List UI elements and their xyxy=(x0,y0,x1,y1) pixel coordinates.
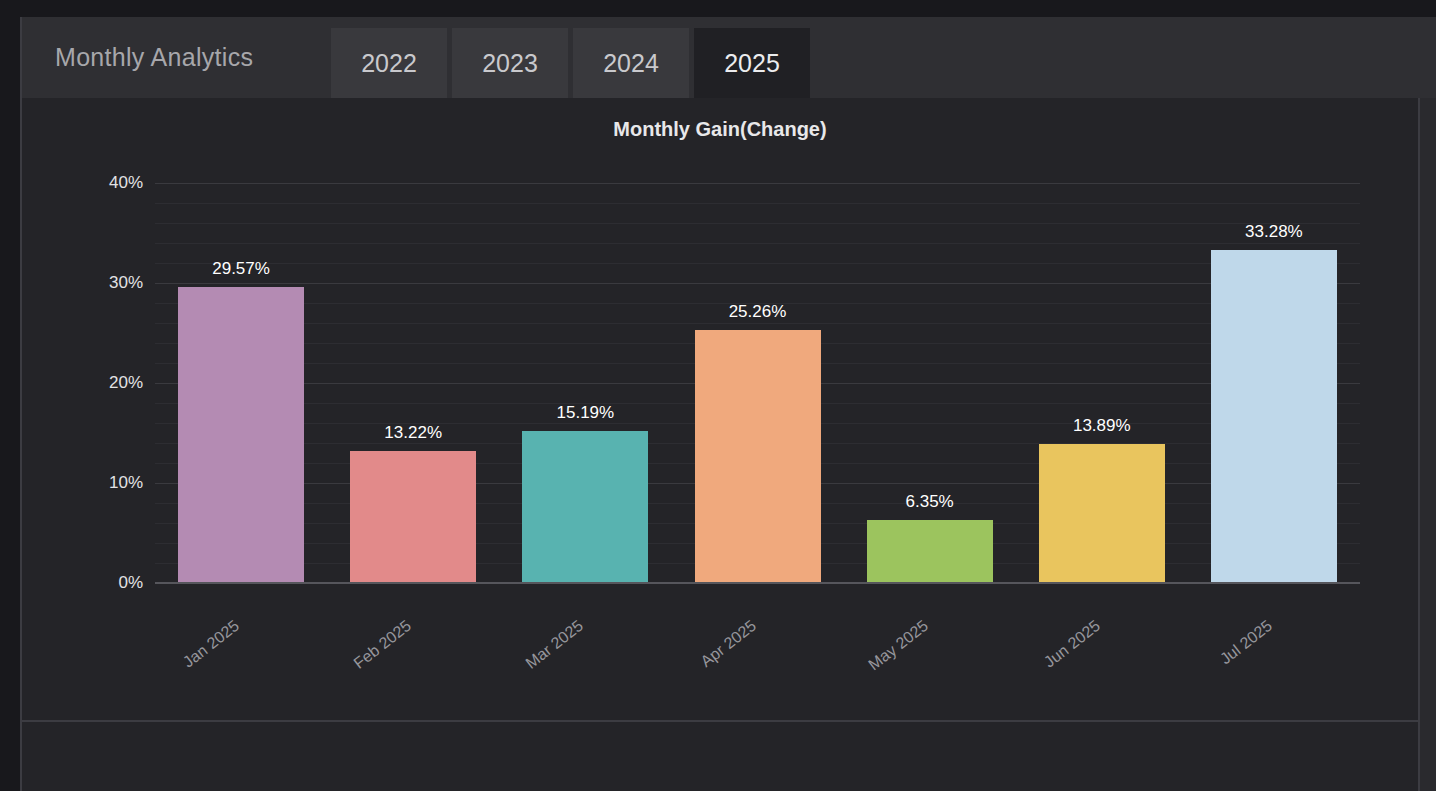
y-axis-label: 0% xyxy=(63,573,143,593)
y-axis-label: 20% xyxy=(63,373,143,393)
app-title: Monthly Analytics xyxy=(55,17,253,98)
bar-value-label: 33.28% xyxy=(1204,222,1344,242)
bar-value-label: 29.57% xyxy=(171,259,311,279)
gridline xyxy=(155,203,1360,204)
y-axis-label: 40% xyxy=(63,173,143,193)
x-axis-label: May 2025 xyxy=(833,616,931,699)
tab-2024[interactable]: 2024 xyxy=(573,28,689,98)
year-tabs: 2022202320242025 xyxy=(331,28,810,98)
bar-may-2025[interactable] xyxy=(867,520,993,583)
bottom-section xyxy=(22,722,1418,791)
x-axis-label: Jul 2025 xyxy=(1177,616,1275,699)
gridline xyxy=(155,183,1360,184)
gridline xyxy=(155,263,1360,264)
bar-feb-2025[interactable] xyxy=(350,451,476,582)
bar-value-label: 13.22% xyxy=(343,423,483,443)
gridline xyxy=(155,283,1360,284)
gridline xyxy=(155,323,1360,324)
bar-chart: Monthly Gain(Change) 0% 10% 20% 30% 40% 29.57… xyxy=(22,98,1418,720)
bar-value-label: 6.35% xyxy=(860,492,1000,512)
gridline xyxy=(155,243,1360,244)
bar-jan-2025[interactable] xyxy=(178,287,304,582)
x-axis-label: Jun 2025 xyxy=(1005,616,1103,699)
analytics-panel: Monthly Gain(Change) 0% 10% 20% 30% 40% 29.57… xyxy=(22,98,1418,791)
x-axis-label: Jan 2025 xyxy=(144,616,242,699)
tab-2025[interactable]: 2025 xyxy=(694,28,810,98)
bar-apr-2025[interactable] xyxy=(695,330,821,582)
tab-2023[interactable]: 2023 xyxy=(452,28,568,98)
x-axis-label: Apr 2025 xyxy=(661,616,759,699)
bar-jun-2025[interactable] xyxy=(1039,444,1165,582)
page-background: Monthly Analytics 2022202320242025 Month… xyxy=(0,0,1436,791)
x-axis-label: Feb 2025 xyxy=(317,616,415,699)
bar-jul-2025[interactable] xyxy=(1211,250,1337,582)
x-axis-label: Mar 2025 xyxy=(489,616,587,699)
y-axis-label: 10% xyxy=(63,473,143,493)
tab-2022[interactable]: 2022 xyxy=(331,28,447,98)
gridline xyxy=(155,223,1360,224)
bar-value-label: 13.89% xyxy=(1032,416,1172,436)
chart-title: Monthly Gain(Change) xyxy=(22,118,1418,141)
x-axis-baseline xyxy=(155,582,1360,584)
bar-value-label: 15.19% xyxy=(515,403,655,423)
y-axis-label: 30% xyxy=(63,273,143,293)
bar-mar-2025[interactable] xyxy=(522,431,648,582)
bar-value-label: 25.26% xyxy=(688,302,828,322)
right-gutter xyxy=(1420,98,1436,791)
header-bar: Monthly Analytics 2022202320242025 xyxy=(22,17,1436,98)
